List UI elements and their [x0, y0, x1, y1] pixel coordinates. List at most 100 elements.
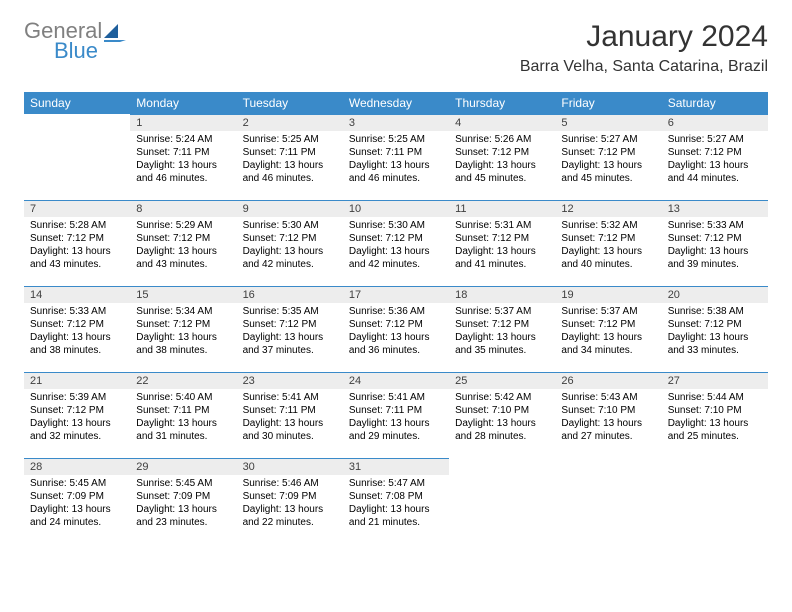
calendar-week-row: 7Sunrise: 5:28 AMSunset: 7:12 PMDaylight… [24, 200, 768, 286]
day-detail-line: Sunrise: 5:40 AM [136, 391, 230, 404]
day-detail-line: Sunrise: 5:47 AM [349, 477, 443, 490]
calendar-day-cell: 8Sunrise: 5:29 AMSunset: 7:12 PMDaylight… [130, 200, 236, 286]
calendar-day-cell: .. [24, 114, 130, 200]
page-title: January 2024 [520, 20, 768, 54]
calendar-day-cell: 23Sunrise: 5:41 AMSunset: 7:11 PMDayligh… [237, 372, 343, 458]
day-detail-line: Daylight: 13 hours [30, 331, 124, 344]
day-detail-line: Sunset: 7:12 PM [349, 232, 443, 245]
day-detail: Sunrise: 5:33 AMSunset: 7:12 PMDaylight:… [662, 217, 768, 275]
day-detail-line: Sunset: 7:12 PM [243, 318, 337, 331]
day-detail-line: and 31 minutes. [136, 430, 230, 443]
day-detail: Sunrise: 5:30 AMSunset: 7:12 PMDaylight:… [343, 217, 449, 275]
weekday-header: Wednesday [343, 92, 449, 114]
day-detail-line: Sunrise: 5:46 AM [243, 477, 337, 490]
calendar-day-cell: 3Sunrise: 5:25 AMSunset: 7:11 PMDaylight… [343, 114, 449, 200]
day-detail-line: and 46 minutes. [349, 172, 443, 185]
day-number: 6 [662, 114, 768, 131]
day-detail-line: Sunset: 7:12 PM [668, 232, 762, 245]
day-detail-line: Sunrise: 5:37 AM [561, 305, 655, 318]
day-number: 9 [237, 200, 343, 217]
day-detail-line: and 46 minutes. [136, 172, 230, 185]
page-header: General Blue January 2024 Barra Velha, S… [24, 20, 768, 76]
day-detail-line: and 37 minutes. [243, 344, 337, 357]
day-detail-line: Daylight: 13 hours [455, 159, 549, 172]
day-detail-line: Sunset: 7:11 PM [349, 404, 443, 417]
day-detail-line: Sunset: 7:11 PM [243, 146, 337, 159]
day-detail-line: Sunset: 7:12 PM [30, 318, 124, 331]
day-detail-line: Sunset: 7:12 PM [455, 318, 549, 331]
day-detail-line: Sunrise: 5:27 AM [561, 133, 655, 146]
day-detail-line: Daylight: 13 hours [30, 245, 124, 258]
day-detail-line: Sunrise: 5:29 AM [136, 219, 230, 232]
day-number: 13 [662, 200, 768, 217]
day-detail-line: Sunrise: 5:41 AM [243, 391, 337, 404]
day-number: 22 [130, 372, 236, 389]
calendar-week-row: ..1Sunrise: 5:24 AMSunset: 7:11 PMDaylig… [24, 114, 768, 200]
day-detail-line: Daylight: 13 hours [136, 417, 230, 430]
calendar-week-row: 14Sunrise: 5:33 AMSunset: 7:12 PMDayligh… [24, 286, 768, 372]
day-detail-line: Sunrise: 5:33 AM [30, 305, 124, 318]
calendar-week-row: 28Sunrise: 5:45 AMSunset: 7:09 PMDayligh… [24, 458, 768, 544]
day-detail-line: Sunrise: 5:41 AM [349, 391, 443, 404]
calendar-table: SundayMondayTuesdayWednesdayThursdayFrid… [24, 92, 768, 544]
day-detail-line: Daylight: 13 hours [561, 417, 655, 430]
weekday-header-row: SundayMondayTuesdayWednesdayThursdayFrid… [24, 92, 768, 114]
day-detail-line: Sunrise: 5:35 AM [243, 305, 337, 318]
day-detail-line: Daylight: 13 hours [561, 331, 655, 344]
day-detail: Sunrise: 5:32 AMSunset: 7:12 PMDaylight:… [555, 217, 661, 275]
day-detail-line: Sunrise: 5:44 AM [668, 391, 762, 404]
day-detail: Sunrise: 5:41 AMSunset: 7:11 PMDaylight:… [343, 389, 449, 447]
calendar-day-cell: 31Sunrise: 5:47 AMSunset: 7:08 PMDayligh… [343, 458, 449, 544]
weekday-header: Thursday [449, 92, 555, 114]
day-detail-line: Daylight: 13 hours [455, 417, 549, 430]
calendar-day-cell: 22Sunrise: 5:40 AMSunset: 7:11 PMDayligh… [130, 372, 236, 458]
day-detail: Sunrise: 5:29 AMSunset: 7:12 PMDaylight:… [130, 217, 236, 275]
day-number: 11 [449, 200, 555, 217]
calendar-day-cell: 28Sunrise: 5:45 AMSunset: 7:09 PMDayligh… [24, 458, 130, 544]
day-detail: Sunrise: 5:38 AMSunset: 7:12 PMDaylight:… [662, 303, 768, 361]
day-number: 7 [24, 200, 130, 217]
day-detail-line: Sunrise: 5:33 AM [668, 219, 762, 232]
weekday-header: Sunday [24, 92, 130, 114]
calendar-week-row: 21Sunrise: 5:39 AMSunset: 7:12 PMDayligh… [24, 372, 768, 458]
day-detail-line: Sunset: 7:09 PM [30, 490, 124, 503]
calendar-day-cell: 7Sunrise: 5:28 AMSunset: 7:12 PMDaylight… [24, 200, 130, 286]
calendar-day-cell: 14Sunrise: 5:33 AMSunset: 7:12 PMDayligh… [24, 286, 130, 372]
day-detail-line: and 22 minutes. [243, 516, 337, 529]
day-detail-line: Sunrise: 5:25 AM [349, 133, 443, 146]
day-detail: Sunrise: 5:25 AMSunset: 7:11 PMDaylight:… [343, 131, 449, 189]
calendar-day-cell: 19Sunrise: 5:37 AMSunset: 7:12 PMDayligh… [555, 286, 661, 372]
day-detail-line: Sunset: 7:12 PM [30, 404, 124, 417]
day-detail-line: Daylight: 13 hours [668, 245, 762, 258]
day-detail-line: Daylight: 13 hours [349, 331, 443, 344]
day-detail-line: and 39 minutes. [668, 258, 762, 271]
day-detail-line: Sunrise: 5:27 AM [668, 133, 762, 146]
day-detail-line: Daylight: 13 hours [455, 331, 549, 344]
day-detail-line: and 43 minutes. [136, 258, 230, 271]
day-detail: Sunrise: 5:25 AMSunset: 7:11 PMDaylight:… [237, 131, 343, 189]
day-number: 29 [130, 458, 236, 475]
day-number: 4 [449, 114, 555, 131]
day-detail: Sunrise: 5:37 AMSunset: 7:12 PMDaylight:… [449, 303, 555, 361]
day-detail-line: Sunrise: 5:45 AM [30, 477, 124, 490]
calendar-day-cell: 16Sunrise: 5:35 AMSunset: 7:12 PMDayligh… [237, 286, 343, 372]
day-detail-line: Sunset: 7:12 PM [136, 232, 230, 245]
day-detail-line: and 24 minutes. [30, 516, 124, 529]
day-number: 20 [662, 286, 768, 303]
day-number: 1 [130, 114, 236, 131]
weekday-header: Saturday [662, 92, 768, 114]
day-detail-line: and 28 minutes. [455, 430, 549, 443]
day-detail-line: Sunset: 7:10 PM [455, 404, 549, 417]
day-detail-line: Sunset: 7:08 PM [349, 490, 443, 503]
day-detail: Sunrise: 5:37 AMSunset: 7:12 PMDaylight:… [555, 303, 661, 361]
day-detail-line: Sunset: 7:12 PM [668, 146, 762, 159]
calendar-day-cell: 6Sunrise: 5:27 AMSunset: 7:12 PMDaylight… [662, 114, 768, 200]
calendar-day-cell: 29Sunrise: 5:45 AMSunset: 7:09 PMDayligh… [130, 458, 236, 544]
day-detail: Sunrise: 5:35 AMSunset: 7:12 PMDaylight:… [237, 303, 343, 361]
day-detail-line: and 36 minutes. [349, 344, 443, 357]
day-detail-line: Daylight: 13 hours [243, 503, 337, 516]
day-detail-line: Daylight: 13 hours [243, 159, 337, 172]
calendar-day-cell: .. [449, 458, 555, 544]
day-detail-line: Sunset: 7:12 PM [668, 318, 762, 331]
day-detail-line: Daylight: 13 hours [30, 417, 124, 430]
